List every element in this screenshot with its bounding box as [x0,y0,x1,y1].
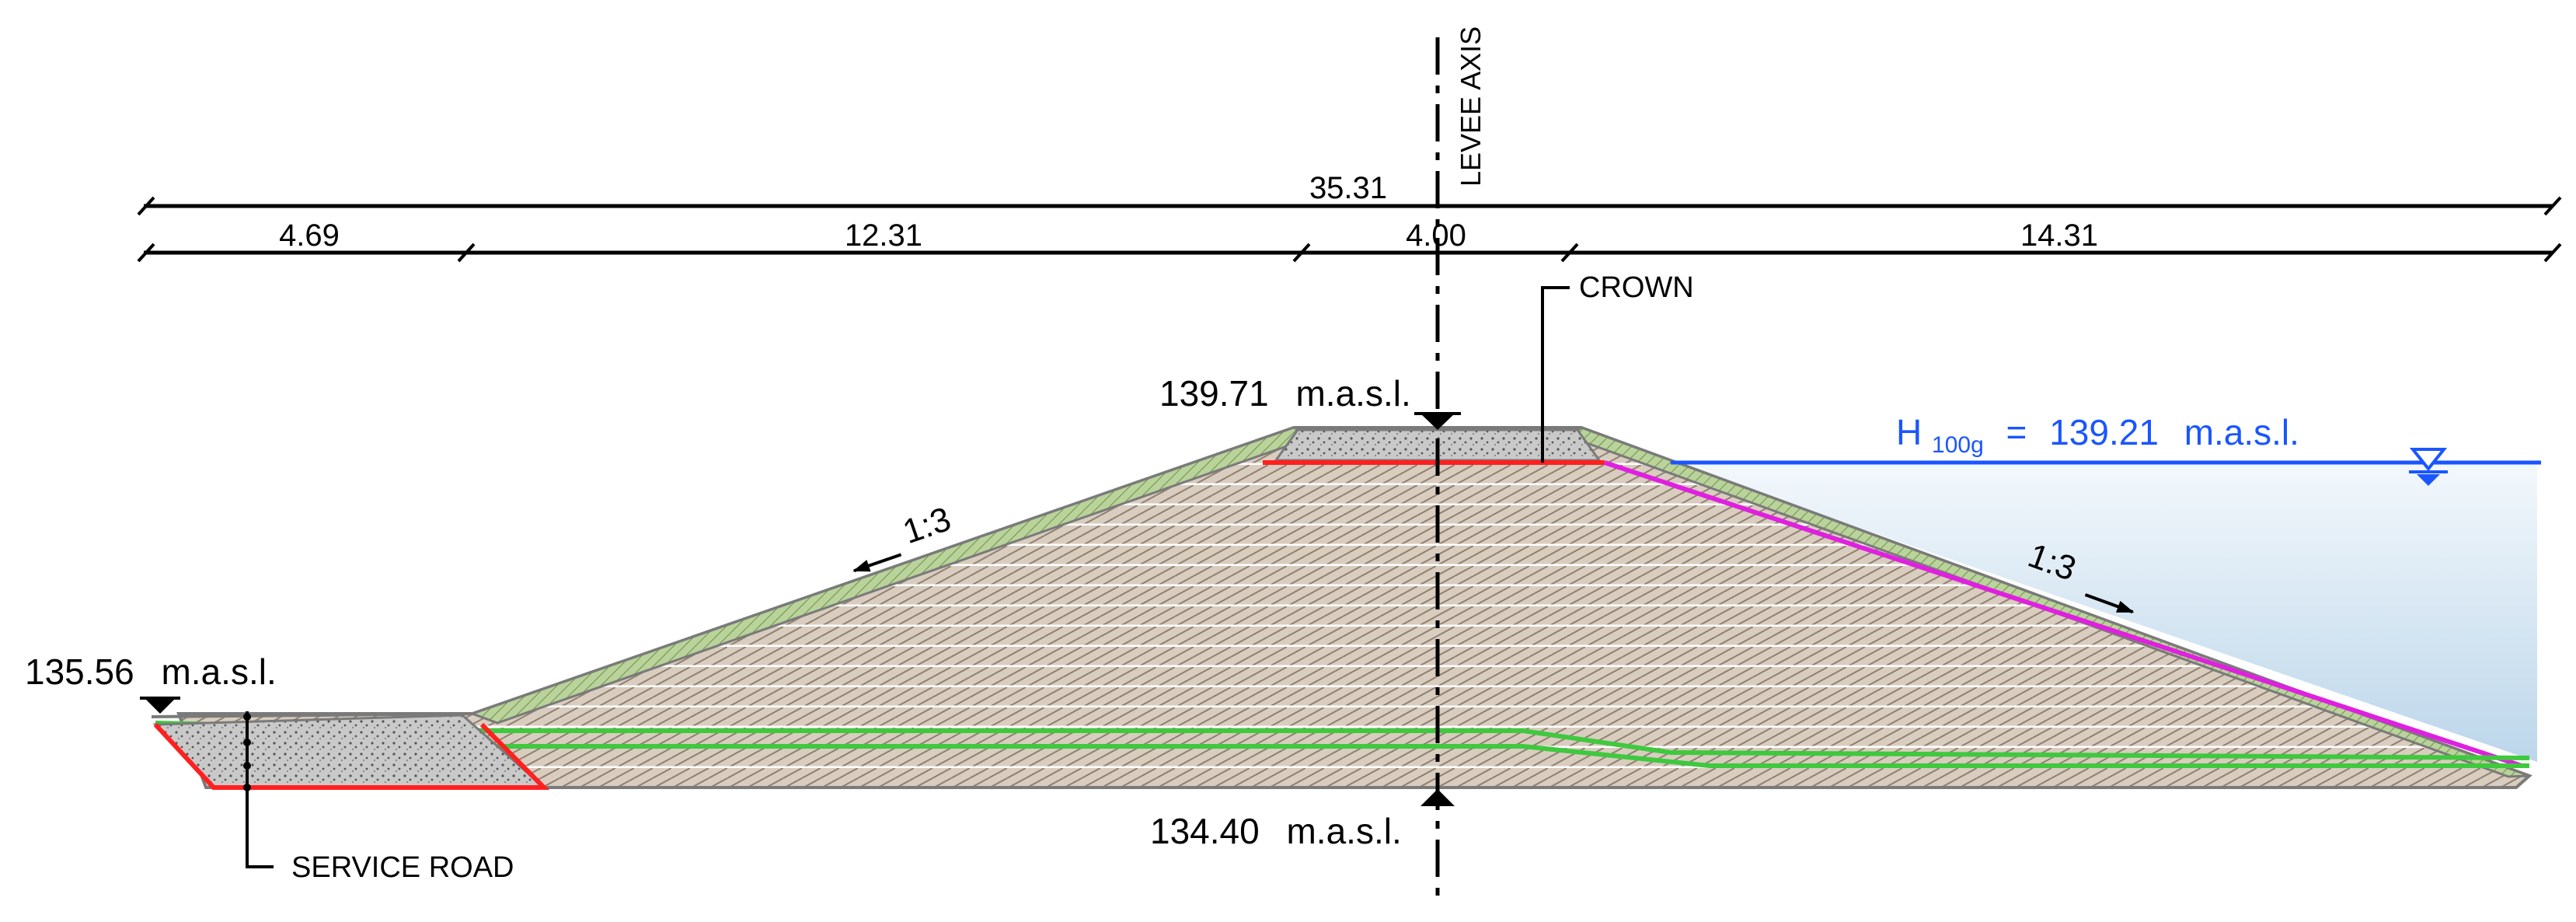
service-road-elevation-marker-icon [140,697,180,714]
service-road-elevation-value: 135.56 [25,651,134,692]
water-level-equals: = [2006,412,2027,452]
dimension-crown-label: 4.00 [1406,218,1466,253]
base-elevation-label: 134.40 m.a.s.l. [1150,811,1402,851]
water-level-marker-icon [2409,448,2448,486]
crown-leader-line [1541,286,1570,463]
water-level-value: 139.21 [2049,412,2159,452]
leader-dot-icon [243,739,251,746]
water-level-unit: m.a.s.l. [2184,412,2299,452]
dimension-waterside-slope-label: 14.31 [2020,218,2098,253]
leader-dot-icon [243,784,251,791]
service-road-top [151,712,475,718]
dimension-service-road-label: 4.69 [279,218,340,253]
dimension-total-label: 35.31 [1309,171,1387,205]
base-elevation-marker-icon [1420,789,1455,806]
water-level-label: H 100g = 139.21 m.a.s.l. [1896,412,2299,460]
levee-axis-label: LEVEE AXIS [1455,26,1487,187]
dimension-line-total [137,196,2562,216]
base-elevation-value: 134.40 [1150,811,1260,851]
landside-slope-label: 1:3 [898,500,956,551]
water-level-symbol: H [1896,412,1922,452]
water-body [1671,463,2537,762]
geomembrane-line [1604,460,2522,768]
service-road-outline [153,722,550,790]
dimension-line-segments [137,243,2562,263]
dimension-landside-slope-label: 12.31 [845,218,922,253]
service-road-elevation-label: 135.56 m.a.s.l. [25,651,277,692]
service-road-elevation-unit: m.a.s.l. [161,651,276,692]
base-elevation-unit: m.a.s.l. [1286,811,1401,851]
crown-label: CROWN [1579,271,1694,304]
crown-elevation-unit: m.a.s.l. [1295,373,1410,414]
crown-elevation-value: 139.71 [1159,373,1269,414]
crown-elevation-label: 139.71 m.a.s.l. [1159,373,1411,414]
water-level-subscript: 100g [1932,432,1984,458]
crown-elevation-marker-icon [1414,412,1461,430]
leader-dot-icon [243,762,251,770]
service-road-label: SERVICE ROAD [291,851,514,884]
leader-dot-icon [243,713,251,721]
